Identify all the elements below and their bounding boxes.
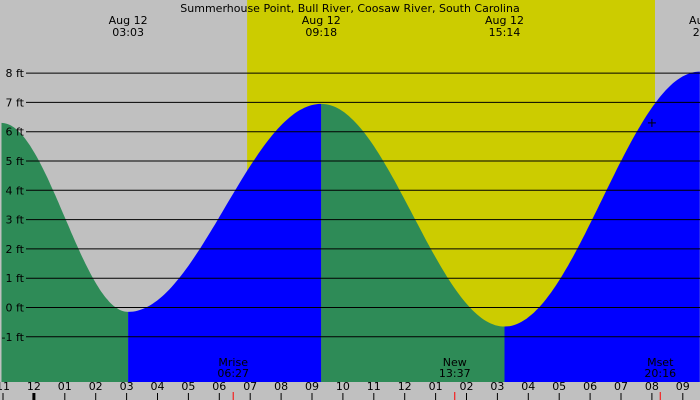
x-tick-label: 06 [583, 380, 597, 393]
x-tick-label: 06 [212, 380, 226, 393]
y-tick-label: 2 ft [6, 243, 25, 256]
tide-event-time: 03:03 [112, 26, 144, 39]
x-tick-label: 08 [645, 380, 659, 393]
moon-marker-time: 13:37 [439, 367, 471, 380]
falling-tide-area [1, 122, 129, 383]
y-tick-label: 6 ft [6, 126, 25, 139]
tide-event-date: Aug 12 [302, 14, 341, 27]
x-tick-label: 03 [120, 380, 134, 393]
tide-event-time: 09:18 [305, 26, 337, 39]
x-tick-label: 10 [336, 380, 350, 393]
moon-marker-label: Mrise [218, 356, 248, 369]
x-tick-label: 01 [58, 380, 72, 393]
x-tick-label: 11 [367, 380, 381, 393]
x-tick-label: 09 [305, 380, 319, 393]
x-tick-label: 12 [27, 380, 41, 393]
tide-event-time: 21 [693, 26, 700, 39]
moon-marker-label: New [443, 356, 467, 369]
x-tick-label: 11 [0, 380, 10, 393]
y-tick-label: 5 ft [6, 155, 25, 168]
x-tick-label: 12 [398, 380, 412, 393]
moon-marker-time: 20:16 [644, 367, 676, 380]
y-tick-label: 8 ft [6, 67, 25, 80]
y-axis-ticks: 8 ft 7 ft 6 ft 5 ft 4 ft 3 ft 2 ft 1 ft 0 ft -1 f… [2, 67, 25, 344]
x-tick-label: 07 [614, 380, 628, 393]
falling-tide-area [321, 103, 505, 383]
tide-event-date: Aug [689, 14, 700, 27]
x-tick-label: 05 [552, 380, 566, 393]
y-tick-label: 7 ft [6, 96, 25, 109]
rising-tide-area [504, 71, 700, 382]
y-tick-label: 3 ft [6, 214, 25, 227]
tide-event-date: Aug 12 [109, 14, 148, 27]
x-axis-hour-ticks: 11 12 01 02 03 04 05 06 07 08 09 10 11 12 01 02 03 04 05 06… [0, 380, 690, 400]
moon-marker-label: Mset [647, 356, 674, 369]
x-tick-label: 05 [181, 380, 195, 393]
y-tick-label: -1 ft [2, 331, 25, 344]
x-tick-label: 03 [490, 380, 504, 393]
y-tick-label: 1 ft [6, 272, 25, 285]
tide-area [1, 71, 700, 383]
y-tick-label: 0 ft [6, 302, 25, 315]
rising-tide-area [128, 103, 322, 383]
x-tick-label: 02 [460, 380, 474, 393]
tide-event-time: 15:14 [489, 26, 521, 39]
height-gridlines [26, 72, 700, 338]
x-tick-label: 02 [89, 380, 103, 393]
x-tick-label: 04 [521, 380, 535, 393]
x-tick-label: 07 [243, 380, 257, 393]
x-tick-label: 08 [274, 380, 288, 393]
chart-title: Summerhouse Point, Bull River, Coosaw Ri… [180, 2, 519, 15]
x-tick-label: 04 [151, 380, 165, 393]
x-tick-label: 09 [676, 380, 690, 393]
moon-marker-time: 06:27 [217, 367, 249, 380]
tide-event-date: Aug 12 [485, 14, 524, 27]
y-tick-label: 4 ft [6, 184, 25, 197]
x-tick-label: 01 [429, 380, 443, 393]
